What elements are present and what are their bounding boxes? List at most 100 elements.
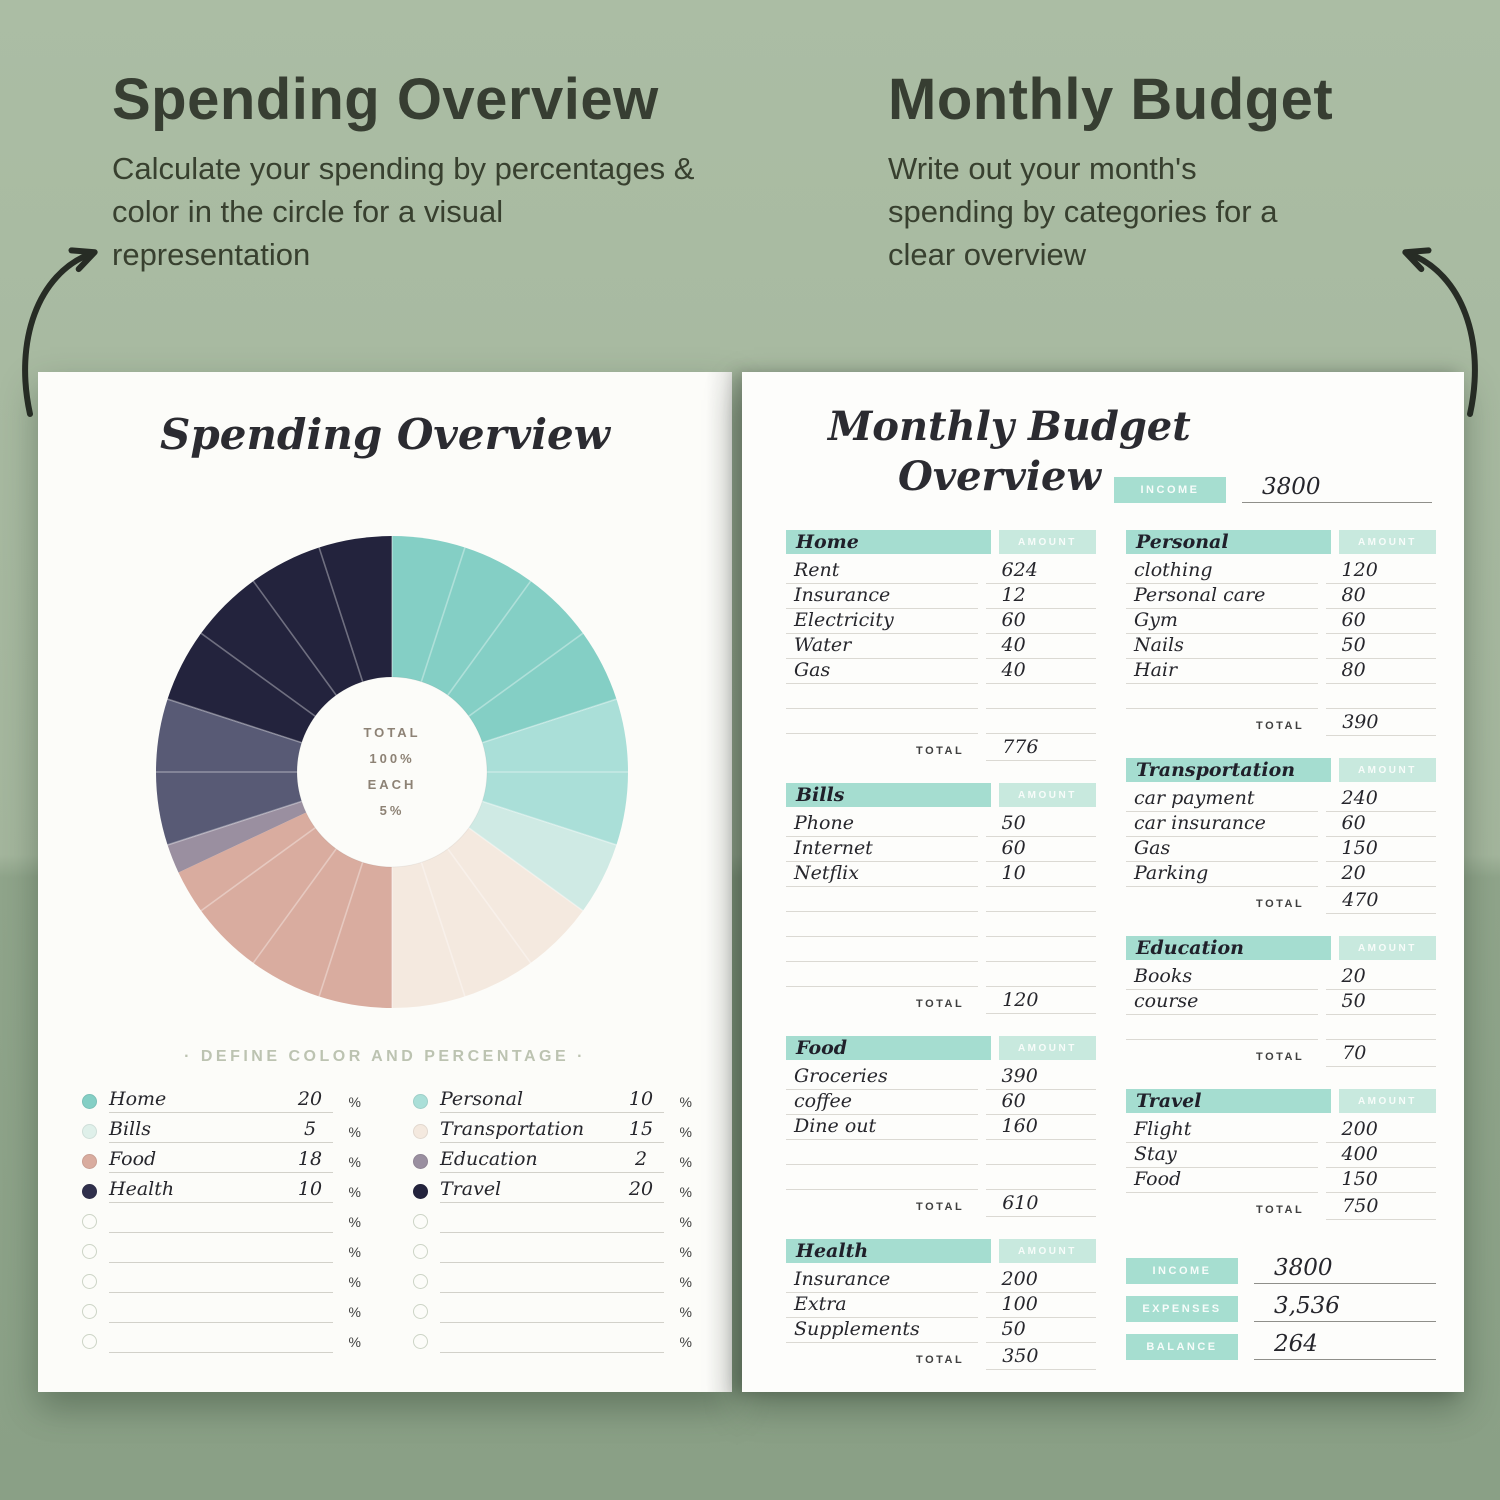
summary-row-balance: BALANCE 264 [1126,1330,1436,1360]
legend-label [440,1320,618,1323]
color-dot-empty [413,1334,428,1349]
budget-table-health: Health AMOUNT Insurance 200 Extra 100 Suppleme… [786,1239,1096,1370]
legend-value [287,1290,333,1293]
budget-column-1: Home AMOUNT Rent 624 Insurance 12 Electricity 6… [786,530,1096,1370]
budget-item-amount: 40 [985,634,1096,659]
budget-item-label: Electricity [786,609,978,634]
total-label: TOTAL [1256,1204,1305,1216]
percent-sign: % [348,1304,361,1320]
budget-row-course: course 50 [1126,990,1436,1015]
summary-row-income: INCOME 3800 [1126,1254,1436,1284]
curved-arrow-left-icon [22,247,98,417]
budget-item-label: course [1126,990,1318,1015]
legend-label [440,1350,618,1353]
budget-row-clothing: clothing 120 [1126,559,1436,584]
amount-header: AMOUNT [998,1239,1096,1263]
budget-item-amount: 50 [985,1318,1096,1343]
budget-table-travel: Travel AMOUNT Flight 200 Stay 400 Food 150 TOTAL… [1126,1089,1436,1220]
amount-header: AMOUNT [1338,936,1436,960]
center-line-100: 100% [369,751,415,766]
budget-item-label [786,984,978,987]
table-category-name: Education [1126,936,1331,960]
budget-total-row: TOTAL 750 [1126,1193,1436,1220]
total-amount: 610 [986,1192,1096,1217]
budget-item-amount: 150 [1325,1168,1436,1193]
budget-item-label: Food [1126,1168,1318,1193]
legend-value [618,1320,664,1323]
budget-item-label: Stay [1126,1143,1318,1168]
total-amount: 750 [1326,1195,1436,1220]
legend-label [109,1290,287,1293]
color-dot-empty [413,1214,428,1229]
legend-row-home: Home 20% [82,1086,361,1113]
color-dot-travel [413,1184,428,1199]
total-amount: 70 [1326,1042,1436,1067]
budget-row-books: Books 20 [1126,965,1436,990]
budget-row-car-insurance: car insurance 60 [1126,812,1436,837]
budget-table-transportation: Transportation AMOUNT car payment 240 car in… [1126,758,1436,914]
budget-item-label [786,1162,978,1165]
legend-label: Transportation [440,1118,618,1143]
budget-item-amount: 20 [1325,965,1436,990]
budget-table-personal: Personal AMOUNT clothing 120 Personal care 80… [1126,530,1436,736]
pie-center-circle [296,676,488,868]
color-dot-food [82,1154,97,1169]
budget-total-row: TOTAL 350 [786,1343,1096,1370]
table-header-bills: Bills AMOUNT [786,783,1096,807]
budget-item-label: Hair [1126,659,1318,684]
budget-total-row: TOTAL 610 [786,1190,1096,1217]
budget-item-amount [985,731,1096,734]
budget-total-row: TOTAL 470 [1126,887,1436,914]
percent-sign: % [348,1154,361,1170]
budget-total-row: TOTAL 776 [786,734,1096,761]
legend-value [618,1350,664,1353]
budget-item-amount: 200 [985,1268,1096,1293]
budget-item-amount [985,959,1096,962]
legend-row-empty: % [413,1206,692,1233]
budget-item-label [786,706,978,709]
color-dot-empty [413,1244,428,1259]
budget-item-amount: 624 [985,559,1096,584]
percent-sign: % [679,1214,692,1230]
legend-label: Home [109,1088,287,1113]
summary-label-expenses: EXPENSES [1126,1296,1238,1322]
legend-label: Travel [440,1178,618,1203]
center-line-5: 5% [379,803,405,818]
legend-value: 10 [618,1088,664,1113]
subtitle-monthly-budget: Write out your month's spending by categ… [888,151,1278,272]
table-header-health: Health AMOUNT [786,1239,1096,1263]
budget-item-amount [985,1162,1096,1165]
curved-arrow-right-icon [1402,247,1478,417]
pie-chart-svg [156,536,628,1008]
pie-slice-health [156,699,392,845]
legend-row-education: Education 2% [413,1146,692,1173]
budget-item-label: Groceries [786,1065,978,1090]
budget-item-label: Insurance [786,584,978,609]
legend-row-health: Health 10% [82,1176,361,1203]
percent-sign: % [348,1124,361,1140]
total-label: TOTAL [916,1354,965,1366]
legend-label [440,1260,618,1263]
legend-value [618,1260,664,1263]
budget-item-label: clothing [1126,559,1318,584]
legend-row-empty: % [413,1266,692,1293]
budget-row-groceries: Groceries 390 [786,1065,1096,1090]
budget-item-amount: 50 [1325,634,1436,659]
budget-item-label: Netflix [786,862,978,887]
budget-row-empty [786,937,1096,962]
budget-row-insurance: Insurance 12 [786,584,1096,609]
color-dot-education [413,1154,428,1169]
budget-row-empty [786,887,1096,912]
budget-row-nails: Nails 50 [1126,634,1436,659]
legend-row-travel: Travel 20% [413,1176,692,1203]
table-category-name: Bills [786,783,991,807]
budget-item-label: Gas [786,659,978,684]
total-label: TOTAL [916,1201,965,1213]
legend-label [440,1290,618,1293]
budget-item-label [1126,706,1318,709]
table-header-travel: Travel AMOUNT [1126,1089,1436,1113]
budget-row-supplements: Supplements 50 [786,1318,1096,1343]
budget-item-label [786,909,978,912]
budget-row-car-payment: car payment 240 [1126,787,1436,812]
